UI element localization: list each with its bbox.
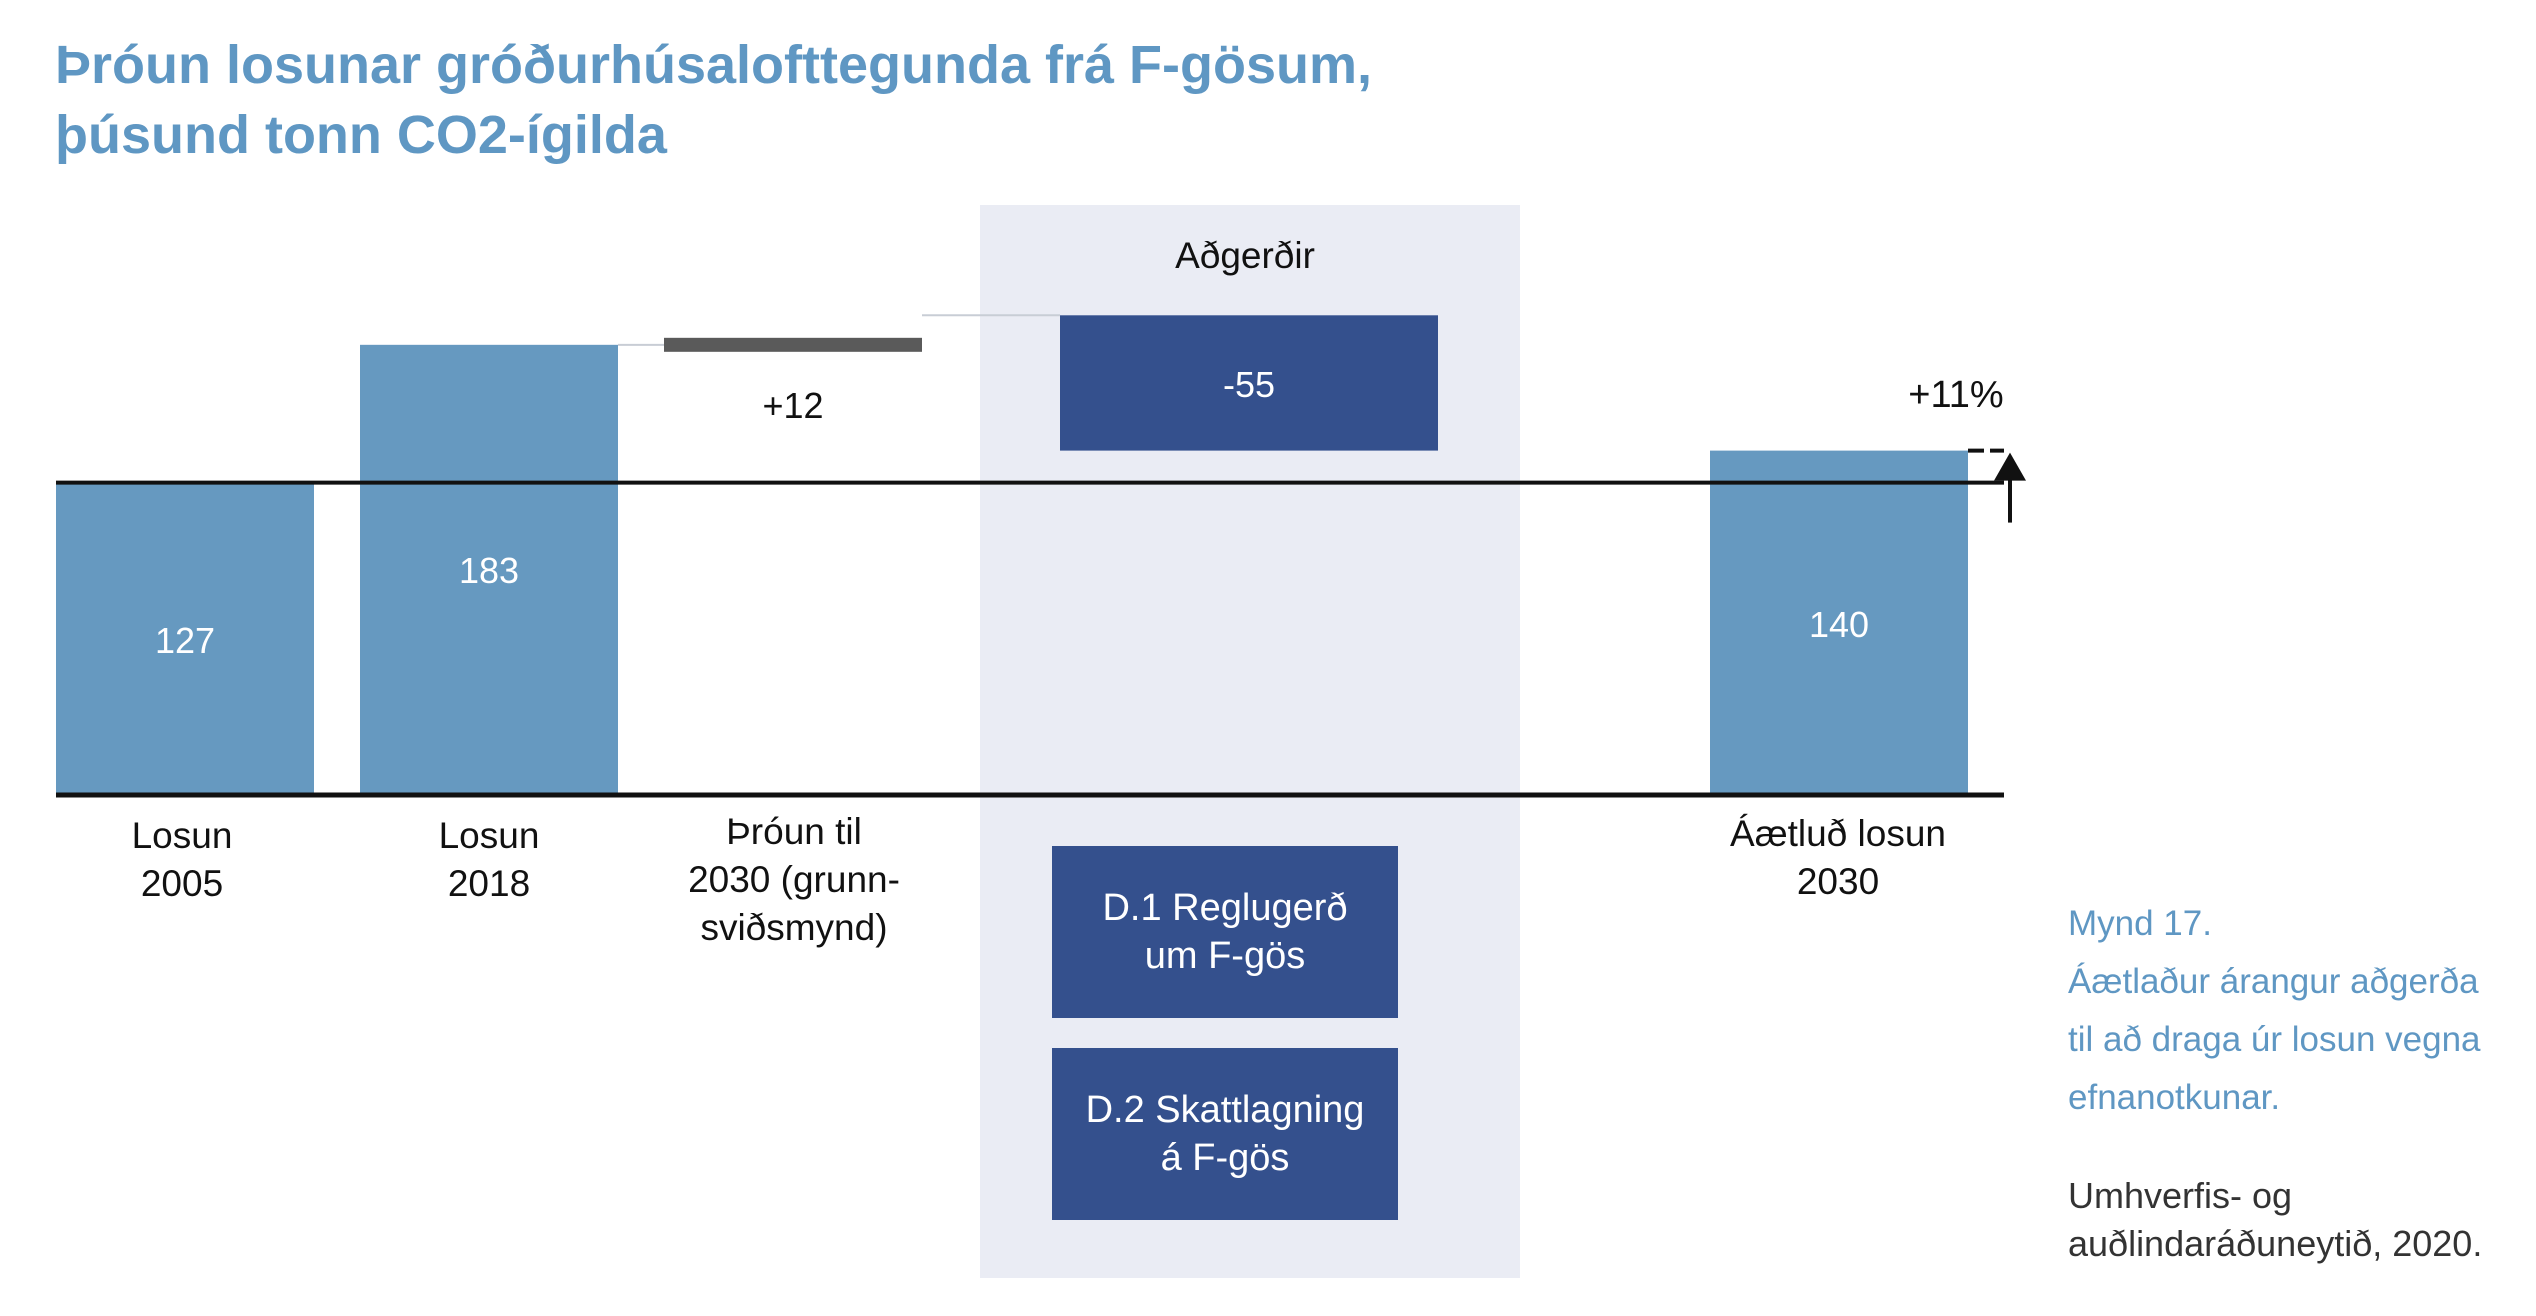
change-arrow-head bbox=[1994, 452, 2026, 481]
chart-title-line-2: þúsund tonn CO2-ígilda bbox=[55, 105, 667, 165]
category-label-5-line-1: Áætluð losun bbox=[1730, 813, 1946, 854]
caption-line-1: Mynd 17. bbox=[2068, 904, 2212, 943]
figure-caption: Mynd 17. Áætlaður árangur aðgerða til að… bbox=[2068, 895, 2528, 1127]
category-label-1-line-2: 2005 bbox=[141, 863, 223, 904]
category-label-3-line-3: sviðsmynd) bbox=[700, 907, 887, 948]
source-line-2: auðlindaráðuneytið, 2020. bbox=[2068, 1223, 2483, 1264]
chart-title: Þróun losunar gróðurhúsalofttegunda frá … bbox=[55, 30, 1555, 170]
bar-label-2: 183 bbox=[459, 550, 519, 591]
bar-2 bbox=[360, 344, 618, 795]
bar-label-3: +12 bbox=[762, 385, 823, 426]
measure-d1-line-1: D.1 Reglugerð bbox=[1102, 887, 1348, 929]
figure-source: Umhverfis- og auðlindaráðuneytið, 2020. bbox=[2068, 1172, 2528, 1268]
measure-d2-line-2: á F-gös bbox=[1160, 1137, 1290, 1179]
category-label-3-line-2: 2030 (grunn- bbox=[688, 859, 900, 900]
bar-3 bbox=[664, 337, 922, 352]
caption-line-4: efnanotkunar. bbox=[2068, 1078, 2281, 1117]
bar-label-4: -55 bbox=[1223, 364, 1275, 405]
bar-4 bbox=[1060, 315, 1438, 451]
category-label-4-line-1: Aðgerðir bbox=[1175, 235, 1315, 276]
caption-line-2: Áætlaður árangur aðgerða bbox=[2068, 962, 2479, 1001]
bar-label-1: 127 bbox=[155, 620, 215, 661]
category-label-5-line-2: 2030 bbox=[1797, 861, 1879, 902]
measure-d1-line-2: um F-gös bbox=[1144, 935, 1306, 977]
source-line-1: Umhverfis- og bbox=[2068, 1175, 2293, 1216]
chart-title-line-1: Þróun losunar gróðurhúsalofttegunda frá … bbox=[55, 35, 1372, 95]
category-label-3-line-1: Þróun til bbox=[726, 811, 862, 852]
bar-label-5: 140 bbox=[1809, 604, 1869, 645]
measure-box-d2: D.2 Skattlagning á F-gös bbox=[1052, 1048, 1398, 1220]
measure-box-d1: D.1 Reglugerð um F-gös bbox=[1052, 846, 1398, 1018]
category-label-2-line-1: Losun bbox=[439, 815, 540, 856]
category-label-1-line-1: Losun bbox=[132, 815, 233, 856]
measure-d2-line-1: D.2 Skattlagning bbox=[1085, 1089, 1365, 1131]
change-label: +11% bbox=[1908, 374, 2003, 416]
bar-5 bbox=[1710, 450, 1968, 795]
bar-1 bbox=[56, 482, 314, 795]
category-label-2-line-2: 2018 bbox=[448, 863, 530, 904]
caption-line-3: til að draga úr losun vegna bbox=[2068, 1020, 2481, 1059]
